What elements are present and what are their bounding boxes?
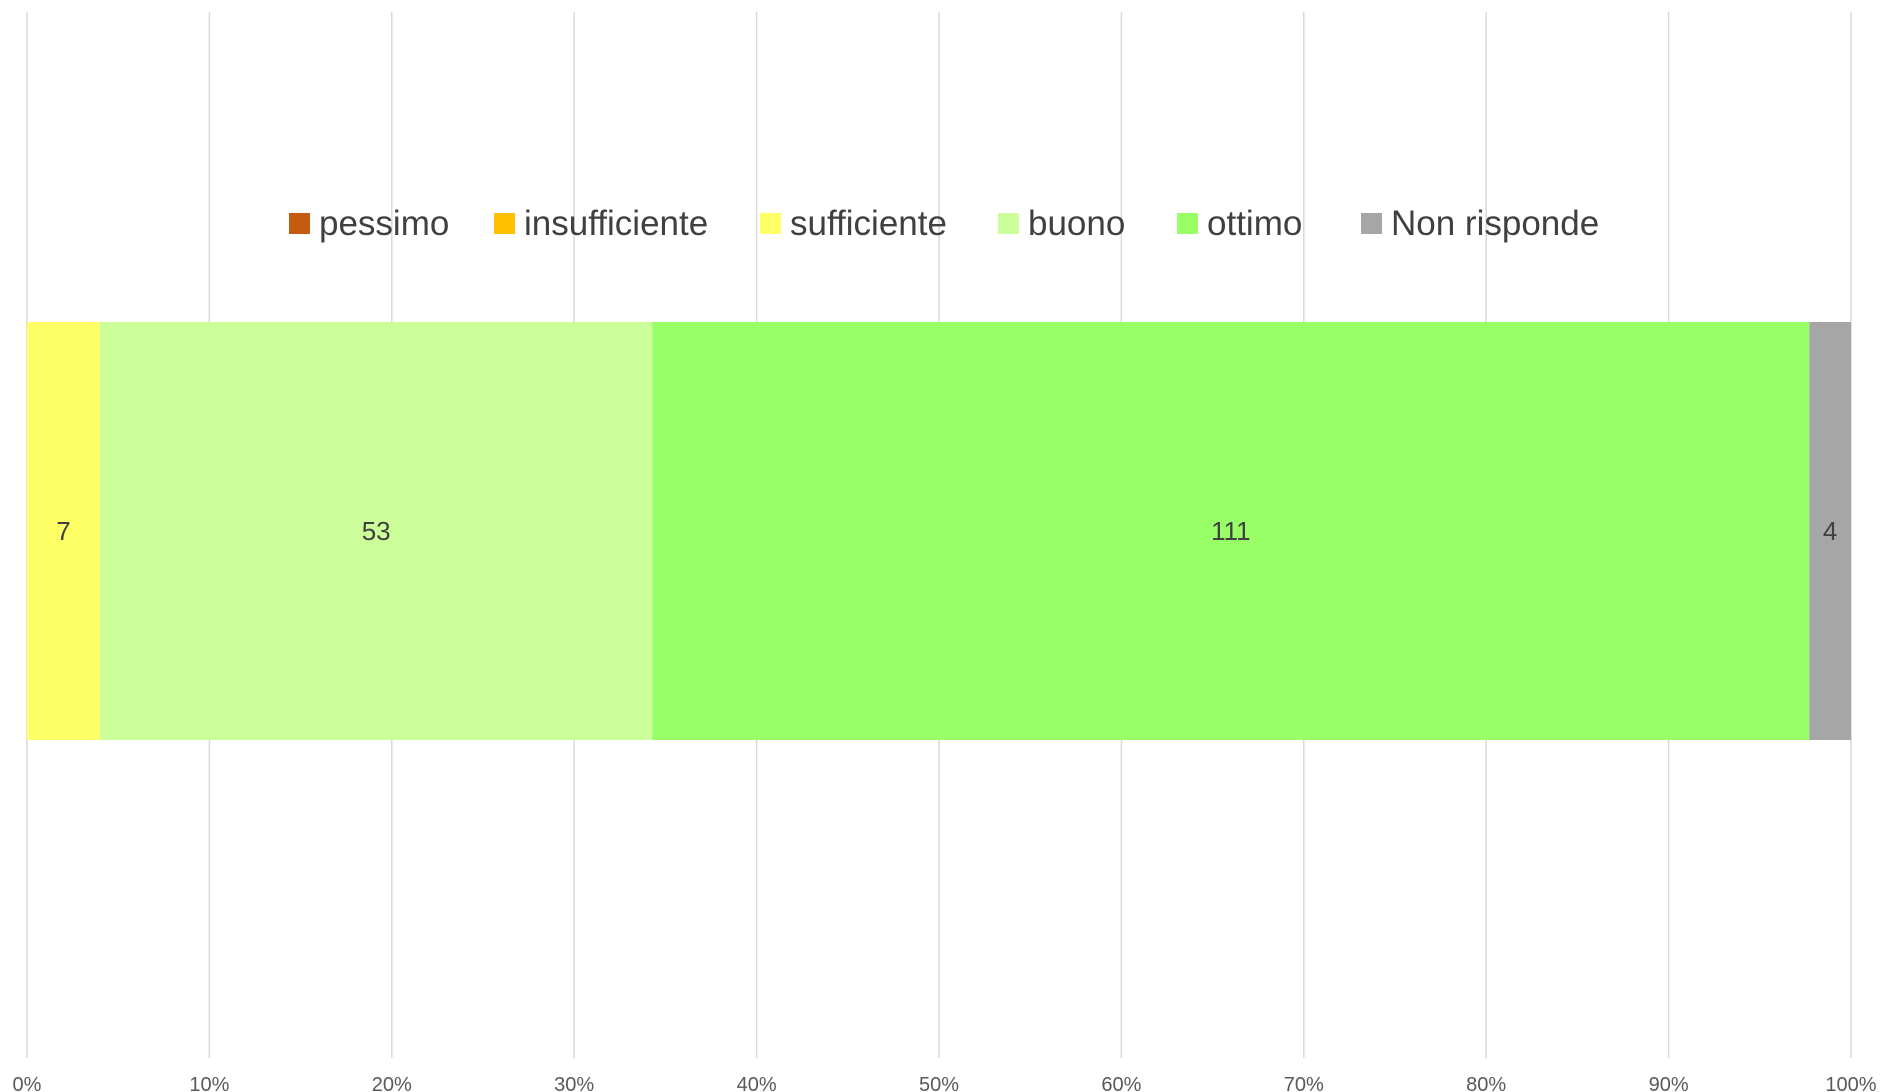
legend-label: Non risponde — [1391, 204, 1599, 243]
x-tick-label: 60% — [1101, 1074, 1141, 1092]
legend-label: insufficiente — [524, 204, 708, 243]
data-label: 7 — [56, 516, 70, 546]
x-axis-ticks: 0% 10% 20% 30% 40% 50% 60% 70% 80% 90% 100% — [13, 1074, 1877, 1092]
bar-segment-buono — [99, 322, 653, 740]
legend-label: ottimo — [1207, 204, 1302, 243]
legend-swatch — [1177, 213, 1198, 234]
x-tick-label: 50% — [919, 1074, 959, 1092]
x-tick-label: 70% — [1284, 1074, 1324, 1092]
legend-swatch — [289, 213, 310, 234]
data-labels: 7 53 111 4 — [56, 516, 1837, 546]
x-tick-label: 90% — [1649, 1074, 1689, 1092]
legend: pessimo insufficiente sufficiente buono otti… — [289, 204, 1599, 243]
x-tick-label: 10% — [189, 1074, 229, 1092]
bar-segment-non-risponde — [1809, 322, 1851, 740]
legend-label: sufficiente — [790, 204, 947, 243]
legend-swatch — [494, 213, 515, 234]
x-tick-label: 20% — [372, 1074, 412, 1092]
bar-segments — [27, 322, 1851, 740]
legend-swatch — [998, 213, 1019, 234]
data-label: 53 — [362, 516, 391, 546]
bar-segment-ottimo — [652, 322, 1810, 740]
legend-label: buono — [1028, 204, 1125, 243]
x-tick-label: 80% — [1466, 1074, 1506, 1092]
x-tick-label: 40% — [737, 1074, 777, 1092]
x-tick-label: 100% — [1825, 1074, 1876, 1092]
data-label: 111 — [1211, 516, 1251, 546]
legend-swatch — [1361, 213, 1382, 234]
x-tick-label: 0% — [13, 1074, 42, 1092]
legend-label: pessimo — [319, 204, 449, 243]
data-label: 4 — [1823, 516, 1837, 546]
bar-segment-sufficiente — [27, 322, 100, 740]
x-tick-label: 30% — [554, 1074, 594, 1092]
legend-swatch — [760, 213, 781, 234]
